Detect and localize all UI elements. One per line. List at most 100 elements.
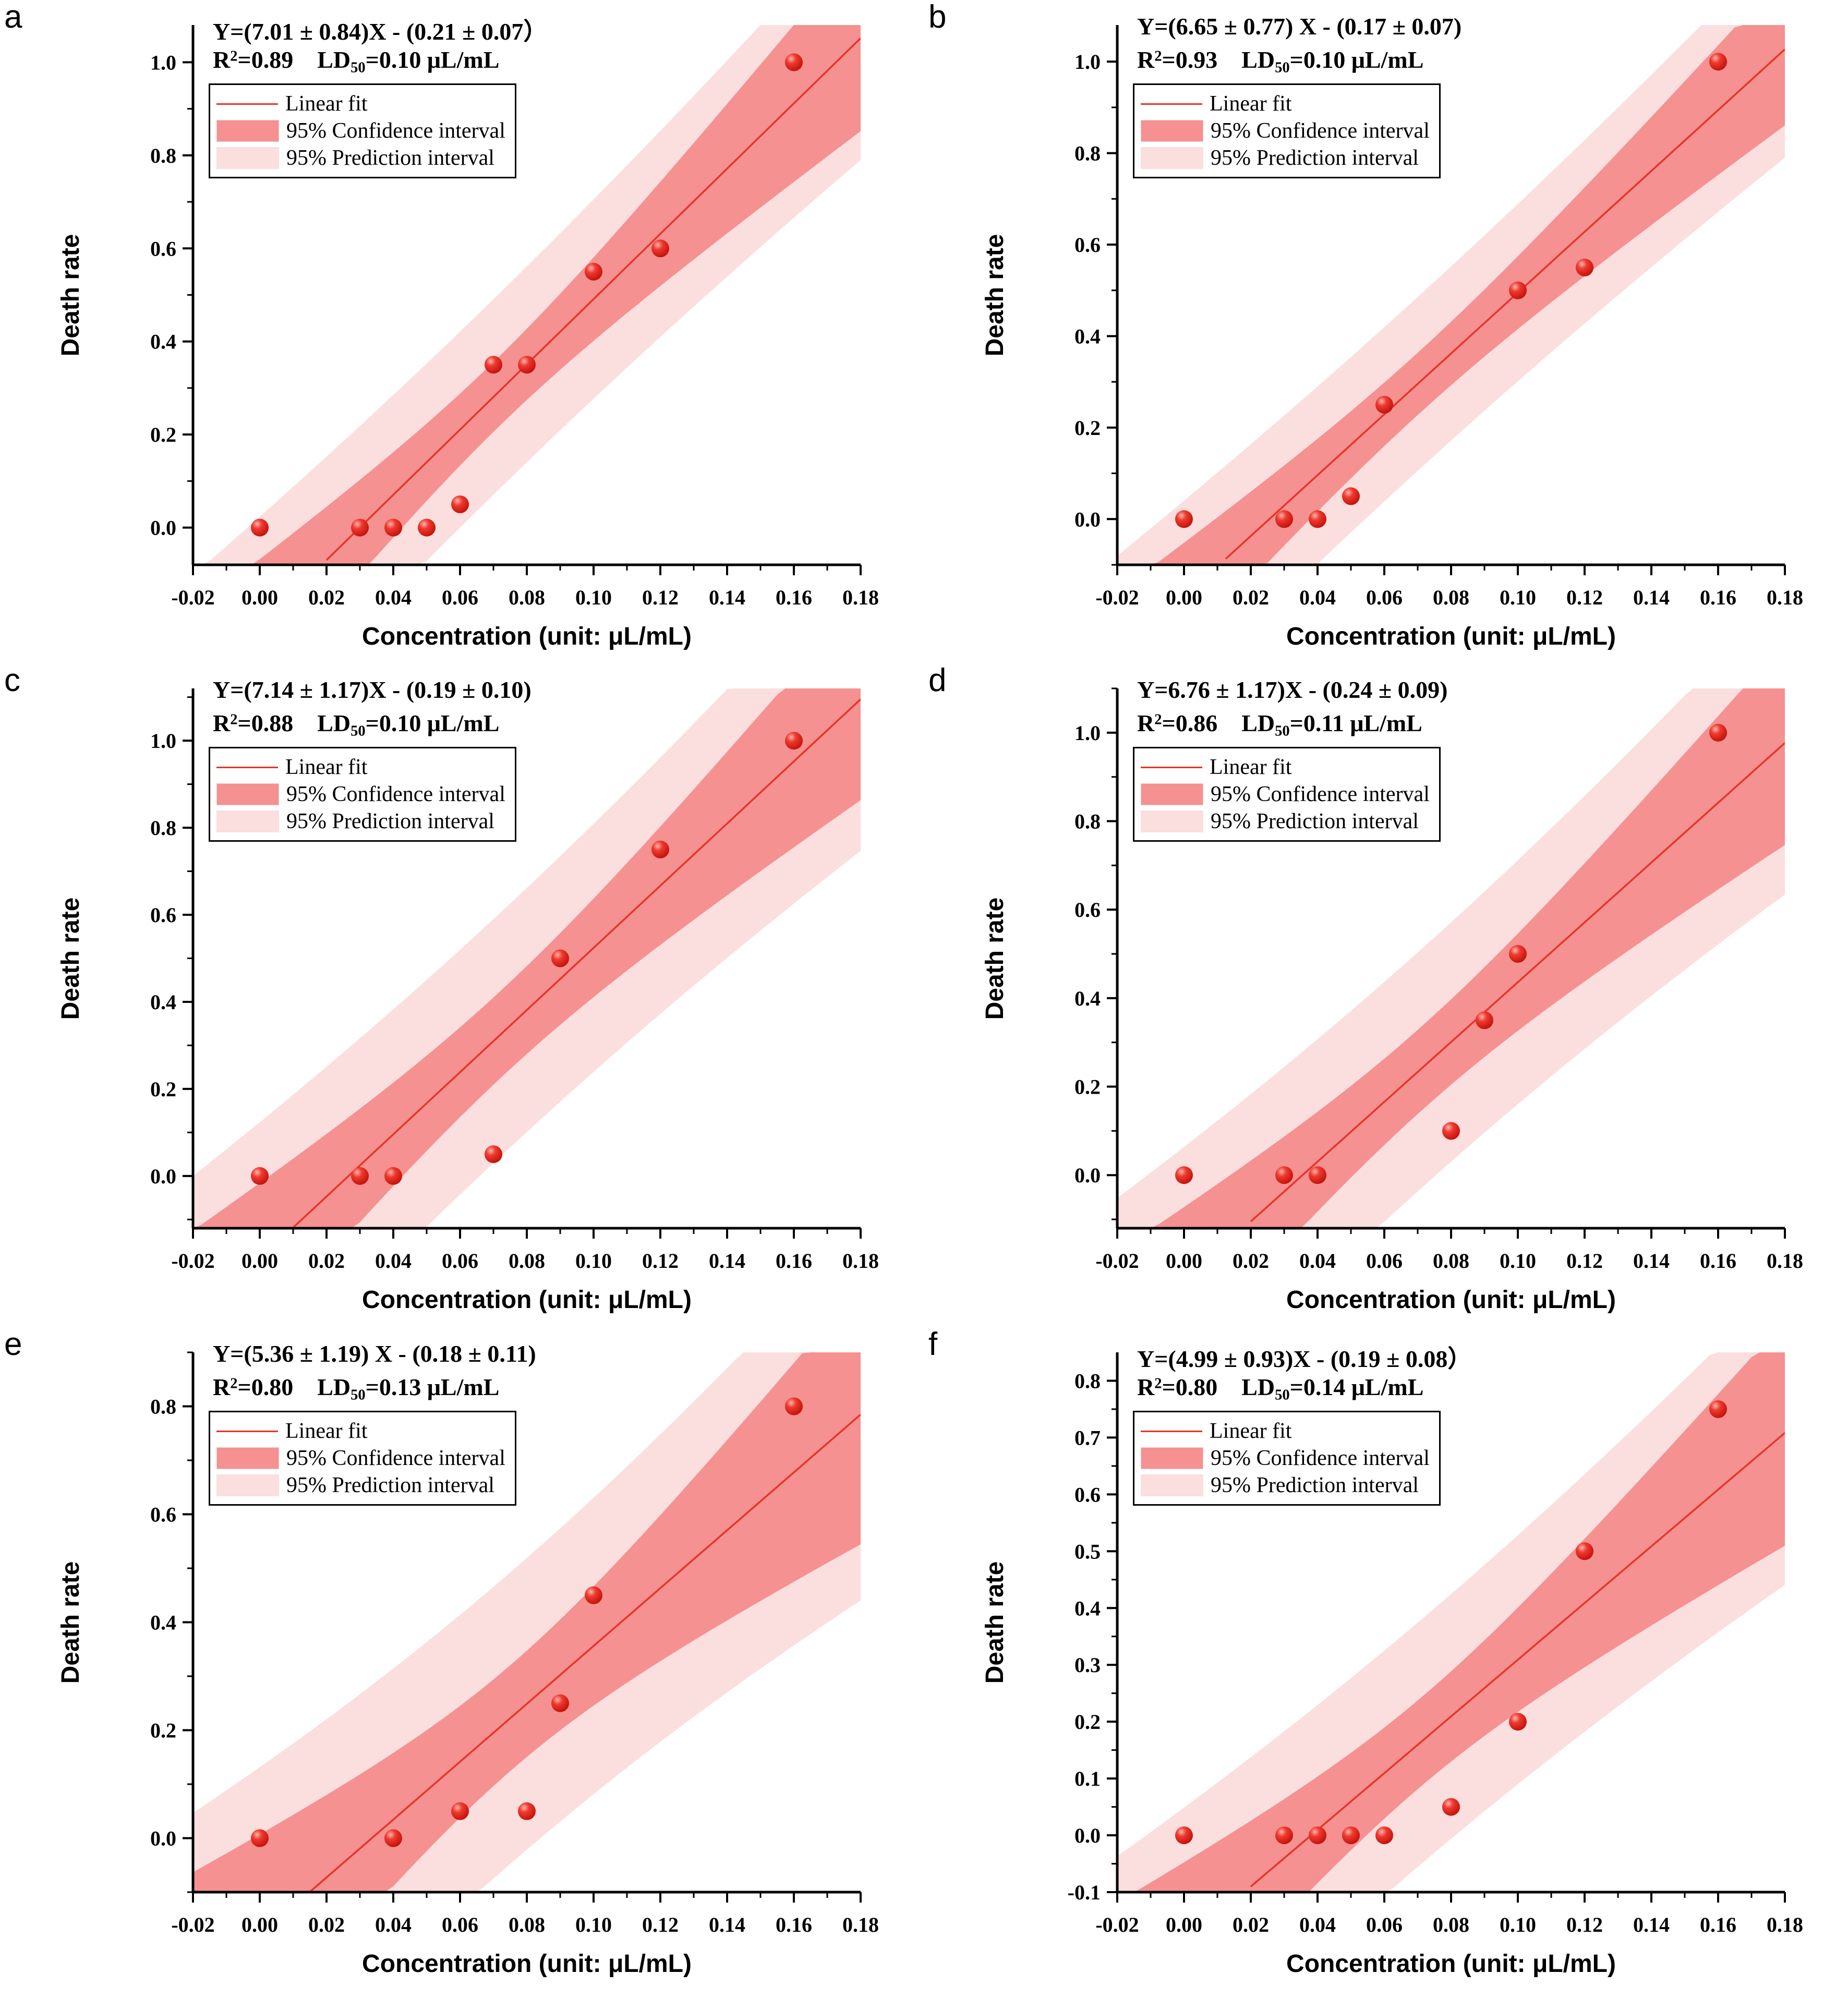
y-tick-label: 0.2: [150, 423, 176, 446]
y-tick-label: 1.0: [1074, 50, 1101, 74]
y-tick-label: 1.0: [1074, 721, 1101, 745]
legend-label: Linear fit: [285, 92, 368, 116]
x-tick-label: 0.02: [1233, 586, 1269, 609]
linear-fit-swatch-icon: [216, 766, 278, 768]
x-tick-label: 0.02: [308, 586, 345, 609]
y-tick-label: 0.7: [1074, 1426, 1101, 1449]
legend-label: 95% Prediction interval: [1211, 809, 1419, 833]
data-point: [384, 1829, 402, 1847]
y-tick-label: 0.4: [150, 1611, 176, 1634]
legend-item-linear-fit: Linear fit: [1141, 754, 1430, 781]
x-tick-label: 0.02: [1233, 1249, 1269, 1273]
x-tick-label: 0.06: [442, 1249, 478, 1273]
data-point: [1275, 1826, 1293, 1845]
legend: Linear fit 95% Confidence interval 95% Pre…: [1133, 1411, 1441, 1506]
y-tick-label: 0.0: [150, 1165, 176, 1188]
legend-label: 95% Prediction interval: [286, 809, 494, 833]
confidence-interval-band: [1117, 688, 1785, 1228]
panel-letter-c: c: [4, 662, 20, 698]
x-tick-label: 0.08: [509, 1249, 545, 1273]
data-point: [651, 239, 669, 258]
stats-line: R2=0.80 LD50=0.14 μL/mL: [1137, 1373, 1423, 1404]
data-point: [1476, 1011, 1493, 1030]
legend-item-confidence: 95% Confidence interval: [1141, 1445, 1430, 1472]
x-tick-label: 0.12: [642, 1913, 679, 1936]
x-tick-label: 0.18: [1767, 586, 1803, 609]
x-tick-label: 0.02: [308, 1249, 345, 1273]
r-squared-value: R2=0.93: [1137, 46, 1218, 73]
y-tick-label: 1.0: [150, 729, 176, 753]
legend-item-confidence: 95% Confidence interval: [216, 781, 505, 808]
x-tick-label: 0.02: [1233, 1913, 1269, 1936]
x-axis-title: Concentration (unit: μL/mL): [1286, 1286, 1616, 1314]
data-point: [1709, 1400, 1727, 1418]
data-point: [551, 1694, 569, 1712]
data-point: [418, 518, 436, 537]
x-tick-label: 0.16: [776, 1249, 812, 1273]
x-tick-label: 0.00: [1166, 1249, 1202, 1273]
data-point: [1442, 1798, 1460, 1816]
y-tick-label: 0.4: [1074, 987, 1101, 1010]
x-tick-label: 0.04: [1299, 586, 1336, 609]
x-tick-label: 0.18: [842, 586, 879, 609]
data-point: [351, 1167, 369, 1185]
legend-label: 95% Confidence interval: [286, 1446, 505, 1470]
confidence-swatch-icon: [1141, 783, 1203, 805]
legend-label: 95% Confidence interval: [1211, 119, 1430, 143]
x-tick-label: 0.06: [442, 1913, 478, 1936]
panel-a: a -0.02 0.00 0.02 0.04 0.06 0.08 0.10 0.12 0.14 0.…: [0, 0, 924, 666]
x-tick-label: 0.06: [442, 586, 478, 609]
y-tick-label: 0.0: [150, 1827, 176, 1850]
x-tick-label: 0.00: [1166, 586, 1202, 609]
x-tick-label: -0.02: [171, 1249, 214, 1273]
confidence-swatch-icon: [216, 1447, 279, 1469]
confidence-swatch-icon: [216, 783, 279, 805]
x-tick-label: 0.14: [709, 1249, 745, 1273]
x-tick-label: 0.04: [1299, 1249, 1336, 1273]
panel-b: b -0.02 0.00 0.02 0.04 0.06 0.08 0.10 0.12 0.14 0.…: [924, 0, 1848, 666]
y-tick-label: 0.8: [1074, 142, 1101, 165]
y-axis-title: Death rate: [981, 897, 1009, 1020]
axes: -0.02 0.00 0.02 0.04 0.06 0.08 0.10 0.12 0.14 0.1…: [1074, 25, 1803, 609]
equation-line: Y=6.76 ± 1.17)X - (0.24 ± 0.09): [1137, 676, 1448, 703]
x-axis-title: Concentration (unit: μL/mL): [362, 623, 692, 650]
data-point: [1175, 510, 1193, 528]
prediction-swatch-icon: [216, 147, 279, 169]
x-tick-label: 0.06: [1366, 1249, 1403, 1273]
legend-label: 95% Prediction interval: [286, 146, 494, 170]
axes: -0.02 0.00 0.02 0.04 0.06 0.08 0.10 0.12 0.14 0.1…: [150, 25, 879, 609]
legend-item-confidence: 95% Confidence interval: [1141, 117, 1430, 144]
plot-area-f: -0.02 0.00 0.02 0.04 0.06 0.08 0.10 0.12 0.14 0.1…: [1055, 1337, 1806, 1989]
plot-area-d: -0.02 0.00 0.02 0.04 0.06 0.08 0.10 0.12 0.14 0.1…: [1055, 673, 1806, 1325]
confidence-interval-band: [193, 25, 861, 565]
x-tick-label: 0.06: [1366, 586, 1403, 609]
x-tick-label: 0.16: [1700, 1913, 1736, 1936]
x-tick-label: 0.10: [575, 1249, 612, 1273]
ld50-value: LD50=0.10 μL/mL: [317, 710, 500, 740]
prediction-swatch-icon: [1141, 147, 1203, 169]
data-point: [485, 356, 502, 374]
x-tick-label: -0.02: [171, 586, 214, 609]
data-point: [518, 356, 536, 374]
data-point: [1375, 1826, 1393, 1845]
x-tick-label: 0.02: [308, 1913, 345, 1936]
ld50-value: LD50=0.13 μL/mL: [317, 1374, 500, 1403]
x-tick-label: 0.12: [1566, 1913, 1603, 1936]
x-tick-label: 0.14: [709, 586, 745, 609]
x-tick-label: -0.02: [1095, 1913, 1139, 1936]
data-point: [451, 495, 469, 513]
axes: -0.02 0.00 0.02 0.04 0.06 0.08 0.10 0.12 0.14 0.1…: [1068, 1352, 1803, 1936]
data-point: [251, 518, 269, 537]
data-point: [251, 1829, 269, 1847]
x-tick-label: 0.10: [1500, 586, 1536, 609]
x-tick-label: -0.02: [1095, 586, 1139, 609]
confidence-interval-band: [193, 1352, 861, 1892]
legend-item-linear-fit: Linear fit: [216, 90, 505, 117]
data-point: [785, 53, 803, 71]
x-tick-label: 0.14: [1633, 1913, 1670, 1936]
legend-label: Linear fit: [1210, 1419, 1292, 1443]
x-tick-label: 0.12: [642, 1249, 679, 1273]
panel-letter-d: d: [928, 662, 947, 698]
y-tick-label: 0.2: [150, 1077, 176, 1101]
axes: -0.02 0.00 0.02 0.04 0.06 0.08 0.10 0.12 0.14 0.1…: [150, 688, 879, 1273]
